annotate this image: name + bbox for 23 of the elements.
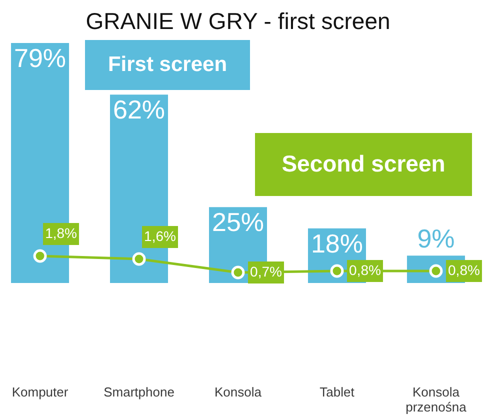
x-tick-label: Smartphone (104, 384, 174, 400)
x-tick-label: Konsola przenośna (406, 384, 468, 414)
x-tick-label: Komputer (12, 384, 69, 400)
series-label: First screen (108, 53, 228, 76)
data-label: 1,8% (45, 225, 77, 241)
data-label: 25% (212, 207, 264, 238)
data-label: 62% (112, 94, 166, 125)
point (429, 264, 443, 278)
data-label: 18% (310, 228, 364, 258)
data-label: 79% (14, 43, 66, 74)
chart-title: GRANIE W GRY - first screen (86, 8, 390, 34)
x-tick-label: Tablet (320, 384, 355, 400)
data-label: 1,6% (144, 228, 176, 244)
data-label: 0,7% (250, 264, 282, 280)
data-label: 9% (417, 224, 455, 254)
data-label: 0,8% (448, 262, 480, 278)
point (330, 264, 344, 278)
point (231, 266, 245, 280)
text: Second screen (282, 150, 446, 176)
data-label: 0,8% (349, 262, 381, 278)
x-tick-label: Konsola (214, 384, 262, 400)
point (132, 252, 146, 266)
point (33, 249, 47, 263)
